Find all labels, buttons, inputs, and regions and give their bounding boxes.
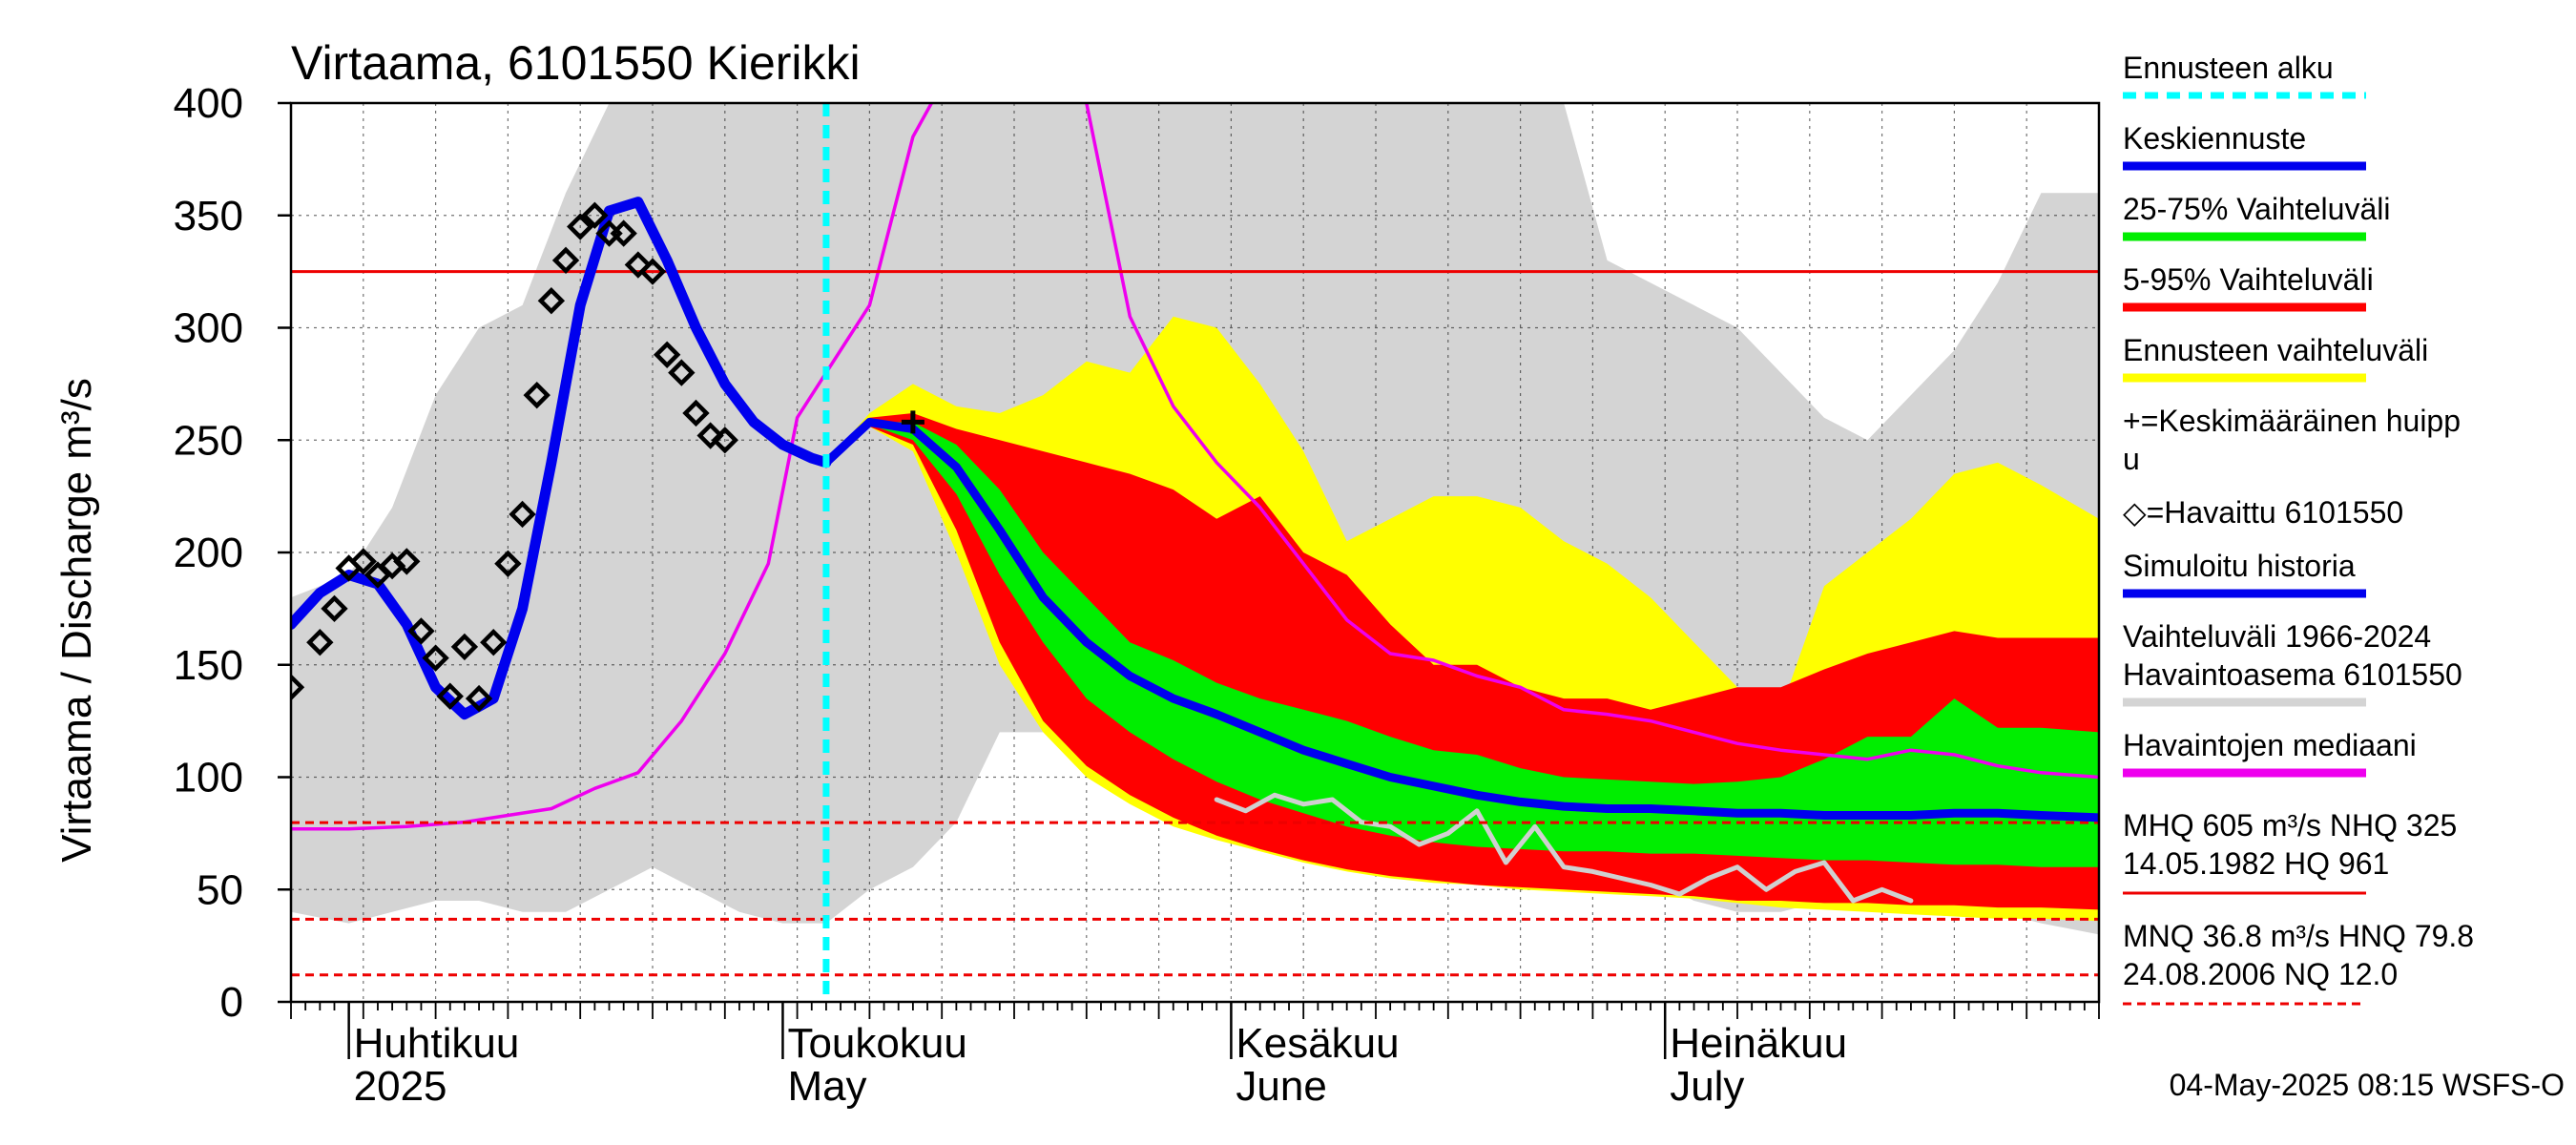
x-ticks xyxy=(290,1002,2100,1019)
observed-point xyxy=(581,201,609,229)
observed-point xyxy=(393,548,421,575)
observed-point xyxy=(494,550,522,577)
y-tick-label: 250 xyxy=(174,417,243,464)
y-tick-label: 300 xyxy=(174,305,243,352)
observed-point xyxy=(638,258,667,285)
month-label-fi: Huhtikuu xyxy=(354,1020,520,1067)
stats-line: MHQ 605 m³/s NHQ 325 xyxy=(2123,808,2457,843)
legend-label: ◇=Havaittu 6101550 xyxy=(2123,495,2403,530)
month-label-en: July xyxy=(1670,1063,1744,1110)
legend-label: 25-75% Vaihteluväli xyxy=(2123,192,2390,226)
stats-line: 14.05.1982 HQ 961 xyxy=(2123,846,2389,881)
observed-point xyxy=(653,341,681,368)
legend-label: Ennusteen alku xyxy=(2123,51,2334,85)
legend: Ennusteen alku Keskiennuste 25-75% Vaihtel… xyxy=(2123,51,2474,1006)
y-tick-label: 50 xyxy=(197,866,243,913)
observed-point xyxy=(551,246,580,275)
y-tick-label: 150 xyxy=(174,642,243,689)
legend-label: Keskiennuste xyxy=(2123,121,2306,156)
observed-point xyxy=(537,287,566,315)
stats-line: MNQ 36.8 m³/s HNQ 79.8 xyxy=(2123,919,2474,953)
observed-point xyxy=(321,594,348,623)
simulated-history-line xyxy=(291,197,832,720)
legend-label: +=Keskimääräinen huipp xyxy=(2123,404,2461,438)
y-axis-label: Virtaama / Discharge m³/s xyxy=(53,378,100,863)
legend-label-continued: Havaintoasema 6101550 xyxy=(2123,657,2462,692)
observed-point xyxy=(349,548,377,575)
month-label-fi: Heinäkuu xyxy=(1670,1020,1847,1067)
month-label-fi: Toukokuu xyxy=(787,1020,966,1067)
observed-point xyxy=(523,381,551,409)
y-tick-label: 100 xyxy=(174,755,243,802)
month-label-en: June xyxy=(1236,1063,1326,1110)
observed-point xyxy=(696,422,724,449)
observed-point xyxy=(480,629,508,656)
observed-point xyxy=(711,427,738,454)
legend-label: Ennusteen vaihteluväli xyxy=(2123,333,2428,367)
month-label-fi: Kesäkuu xyxy=(1236,1020,1399,1067)
observed-point xyxy=(407,617,435,645)
y-tick-label: 400 xyxy=(174,80,243,127)
observed-point xyxy=(668,359,696,386)
month-label-en: 2025 xyxy=(354,1063,447,1110)
observed-point xyxy=(624,251,653,279)
mean-peak-marker xyxy=(901,410,924,434)
stats-line: 24.08.2006 NQ 12.0 xyxy=(2123,957,2398,991)
observed-point xyxy=(422,644,449,672)
observed-point xyxy=(567,213,594,240)
mean-forecast-line xyxy=(821,417,2099,822)
month-label-en: May xyxy=(787,1063,866,1110)
median-line xyxy=(291,103,2099,831)
observed-point xyxy=(436,682,464,710)
plot-clipped xyxy=(291,103,2099,1002)
observed-point xyxy=(291,674,305,701)
legend-label: 5-95% Vaihteluväli xyxy=(2123,262,2374,297)
legend-label-continued: u xyxy=(2123,442,2140,476)
observed-recent-line xyxy=(1214,792,1914,904)
legend-label: Havaintojen mediaani xyxy=(2123,728,2417,762)
observed-point xyxy=(682,399,710,427)
observed-point xyxy=(610,219,637,247)
y-tick-label: 0 xyxy=(220,979,243,1026)
legend-label: Simuloitu historia xyxy=(2123,549,2356,583)
timestamp: 04-May-2025 08:15 WSFS-O xyxy=(2170,1068,2565,1102)
y-tick-label: 350 xyxy=(174,193,243,239)
legend-label: Vaihteluväli 1966-2024 xyxy=(2123,619,2431,654)
observed-point xyxy=(509,500,536,529)
chart-title: Virtaama, 6101550 Kierikki xyxy=(291,36,861,90)
y-tick-label: 200 xyxy=(174,530,243,576)
observed-point xyxy=(306,629,334,656)
observed-point xyxy=(450,633,479,661)
observed-point xyxy=(465,684,493,713)
